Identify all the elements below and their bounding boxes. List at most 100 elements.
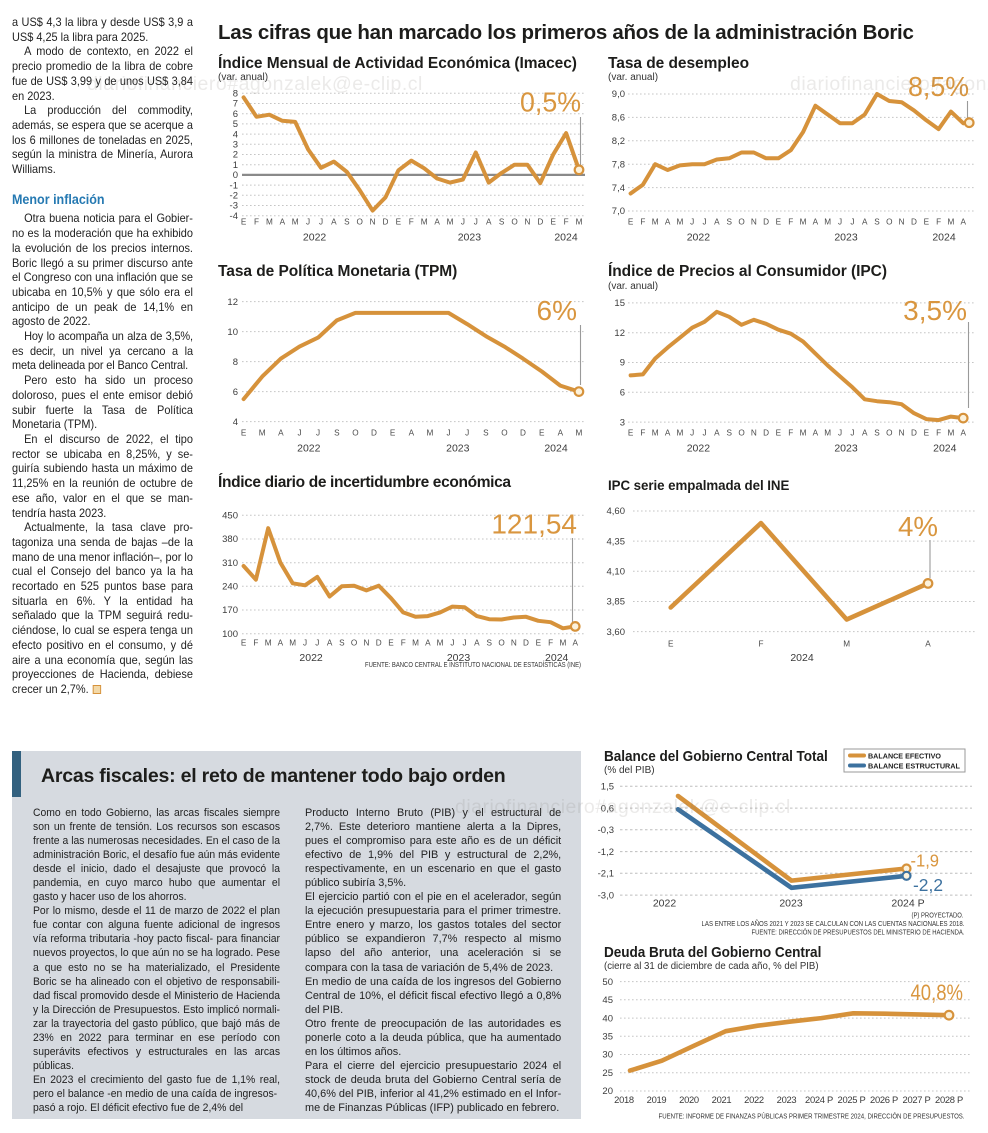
svg-text:2018: 2018 bbox=[614, 1094, 634, 1105]
svg-text:M: M bbox=[676, 429, 683, 438]
svg-text:2020: 2020 bbox=[679, 1094, 699, 1105]
svg-text:121,54: 121,54 bbox=[491, 509, 577, 540]
svg-text:FUENTE: DIRECCIÓN DE PRESUPUES: FUENTE: DIRECCIÓN DE PRESUPUESTOS DEL MI… bbox=[752, 928, 965, 937]
svg-text:2022: 2022 bbox=[687, 232, 711, 244]
svg-text:J: J bbox=[474, 218, 478, 227]
svg-text:-2: -2 bbox=[230, 191, 238, 202]
svg-text:0,6: 0,6 bbox=[601, 803, 614, 814]
svg-text:F: F bbox=[788, 218, 793, 227]
svg-text:0,5%: 0,5% bbox=[520, 87, 581, 118]
svg-text:M: M bbox=[947, 429, 954, 438]
svg-text:S: S bbox=[483, 429, 489, 438]
svg-text:-1: -1 bbox=[230, 180, 238, 191]
svg-text:6: 6 bbox=[620, 388, 625, 399]
svg-text:J: J bbox=[316, 429, 320, 438]
svg-text:20: 20 bbox=[602, 1086, 613, 1097]
svg-text:-2,2: -2,2 bbox=[913, 875, 943, 895]
svg-text:M: M bbox=[947, 218, 954, 227]
svg-text:J: J bbox=[465, 429, 469, 438]
svg-text:M: M bbox=[265, 639, 272, 648]
svg-text:380: 380 bbox=[222, 534, 238, 545]
svg-text:7: 7 bbox=[233, 99, 238, 110]
svg-text:9,0: 9,0 bbox=[612, 89, 625, 100]
svg-text:FUENTE: BANCO CENTRAL E INSTIT: FUENTE: BANCO CENTRAL E INSTITUTO NACION… bbox=[365, 660, 581, 669]
svg-text:2024: 2024 bbox=[545, 652, 569, 664]
svg-text:F: F bbox=[254, 218, 259, 227]
svg-text:S: S bbox=[344, 218, 350, 227]
svg-text:2023: 2023 bbox=[446, 443, 470, 455]
svg-text:6: 6 bbox=[233, 109, 238, 120]
svg-text:N: N bbox=[751, 429, 757, 438]
svg-text:2024: 2024 bbox=[933, 443, 957, 455]
svg-text:O: O bbox=[886, 218, 892, 227]
svg-text:S: S bbox=[874, 218, 880, 227]
svg-text:12: 12 bbox=[227, 297, 238, 308]
svg-text:A: A bbox=[714, 218, 720, 227]
svg-text:F: F bbox=[564, 218, 569, 227]
svg-text:12: 12 bbox=[614, 328, 625, 339]
svg-text:4: 4 bbox=[233, 417, 238, 428]
svg-text:FUENTE: INFORME DE FINANZAS PÚ: FUENTE: INFORME DE FINANZAS PÚBLICAS PRI… bbox=[659, 1112, 965, 1121]
svg-text:310: 310 bbox=[222, 558, 238, 569]
svg-text:M: M bbox=[800, 429, 807, 438]
svg-text:N: N bbox=[363, 639, 369, 648]
svg-text:7,4: 7,4 bbox=[612, 183, 625, 194]
svg-text:M: M bbox=[843, 640, 850, 649]
svg-text:(P) PROYECTADO.: (P) PROYECTADO. bbox=[912, 911, 964, 920]
svg-text:O: O bbox=[352, 429, 358, 438]
svg-text:A: A bbox=[280, 218, 286, 227]
svg-text:A: A bbox=[862, 429, 868, 438]
svg-text:2024: 2024 bbox=[544, 443, 568, 455]
svg-text:2025 P: 2025 P bbox=[838, 1094, 866, 1105]
svg-text:240: 240 bbox=[222, 582, 238, 593]
svg-text:-3,0: -3,0 bbox=[598, 890, 614, 901]
svg-text:D: D bbox=[537, 218, 543, 227]
svg-text:2022: 2022 bbox=[653, 898, 677, 910]
svg-text:2027 P: 2027 P bbox=[903, 1094, 931, 1105]
svg-text:O: O bbox=[351, 639, 357, 648]
svg-text:35: 35 bbox=[602, 1032, 613, 1043]
svg-text:6: 6 bbox=[233, 387, 238, 398]
svg-text:100: 100 bbox=[222, 629, 238, 640]
svg-text:D: D bbox=[520, 429, 526, 438]
svg-text:4: 4 bbox=[233, 129, 238, 140]
svg-text:2022: 2022 bbox=[744, 1094, 764, 1105]
svg-text:M: M bbox=[652, 429, 659, 438]
svg-text:E: E bbox=[776, 429, 782, 438]
svg-text:N: N bbox=[524, 218, 530, 227]
svg-text:4,35: 4,35 bbox=[607, 536, 626, 547]
svg-text:A: A bbox=[474, 639, 480, 648]
svg-text:E: E bbox=[628, 429, 634, 438]
svg-text:E: E bbox=[776, 218, 782, 227]
svg-text:A: A bbox=[327, 639, 333, 648]
svg-text:2022: 2022 bbox=[299, 652, 323, 664]
svg-text:O: O bbox=[511, 218, 517, 227]
svg-text:8: 8 bbox=[233, 89, 238, 100]
svg-text:J: J bbox=[319, 218, 323, 227]
svg-text:5: 5 bbox=[233, 119, 238, 130]
svg-text:M: M bbox=[266, 218, 273, 227]
svg-text:E: E bbox=[539, 429, 545, 438]
svg-text:BALANCE EFECTIVO: BALANCE EFECTIVO bbox=[868, 752, 941, 761]
svg-text:O: O bbox=[886, 429, 892, 438]
svg-text:E: E bbox=[241, 218, 247, 227]
svg-text:2021: 2021 bbox=[712, 1094, 732, 1105]
svg-text:M: M bbox=[576, 218, 583, 227]
svg-text:A: A bbox=[813, 429, 819, 438]
svg-text:M: M bbox=[652, 218, 659, 227]
svg-text:M: M bbox=[292, 218, 299, 227]
svg-text:J: J bbox=[838, 218, 842, 227]
svg-text:F: F bbox=[401, 639, 406, 648]
svg-text:F: F bbox=[758, 640, 763, 649]
svg-text:45: 45 bbox=[602, 995, 613, 1006]
svg-text:E: E bbox=[396, 218, 402, 227]
svg-text:S: S bbox=[486, 639, 492, 648]
svg-text:O: O bbox=[357, 218, 363, 227]
svg-text:D: D bbox=[911, 218, 917, 227]
svg-text:N: N bbox=[899, 429, 905, 438]
svg-text:3: 3 bbox=[620, 417, 625, 428]
svg-text:170: 170 bbox=[222, 605, 238, 616]
svg-text:7,8: 7,8 bbox=[612, 159, 625, 170]
svg-text:F: F bbox=[936, 218, 941, 227]
svg-text:2023: 2023 bbox=[834, 443, 858, 455]
